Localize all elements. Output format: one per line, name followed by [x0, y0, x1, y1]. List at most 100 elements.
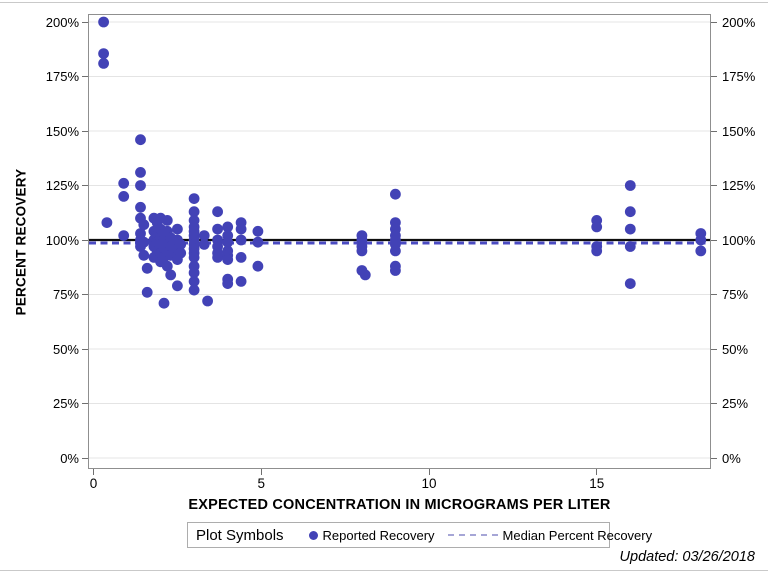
- marker-dot-icon: [308, 530, 318, 540]
- y-tick-label: 100%: [45, 232, 79, 248]
- data-point: [135, 201, 146, 213]
- y-tick-label: 25%: [722, 396, 749, 411]
- data-point: [98, 48, 109, 59]
- x-tick: [428, 469, 430, 475]
- data-point: [235, 223, 247, 235]
- y-tick: [82, 294, 88, 295]
- y-tick-label: 50%: [722, 341, 749, 357]
- data-point: [98, 58, 109, 69]
- data-point: [138, 236, 150, 248]
- y-tick-label: 50%: [52, 341, 79, 357]
- data-point: [695, 245, 707, 257]
- data-point: [101, 217, 113, 229]
- y-tick: [82, 130, 88, 132]
- data-point: [252, 225, 264, 237]
- data-point: [138, 249, 150, 261]
- y-tick-label: 0%: [60, 450, 79, 466]
- data-point: [161, 215, 173, 226]
- x-axis-title: EXPECTED CONCENTRATION IN MICROGRAMS PER…: [188, 497, 611, 513]
- x-tick: [596, 469, 598, 475]
- y-tick-label: 125%: [45, 178, 79, 193]
- data-point: [198, 230, 210, 242]
- data-point: [222, 278, 234, 289]
- data-point: [235, 276, 247, 287]
- data-point: [202, 295, 213, 307]
- data-point: [188, 193, 200, 205]
- dashed-line-icon: [447, 534, 498, 536]
- data-point: [188, 206, 200, 218]
- data-point: [161, 260, 173, 272]
- y-tick-label: 150%: [722, 123, 756, 139]
- data-point: [212, 252, 223, 263]
- data-point: [252, 260, 264, 272]
- data-point: [188, 276, 200, 287]
- legend-entry-median-recovery: Median Percent Recovery: [435, 528, 652, 543]
- data-point: [172, 280, 183, 292]
- data-point: [624, 180, 636, 191]
- data-point: [390, 265, 401, 276]
- y-tick-label: 200%: [722, 14, 756, 30]
- data-point: [624, 223, 636, 235]
- data-point: [235, 252, 247, 263]
- data-point: [138, 219, 150, 231]
- y-tick-label: 25%: [52, 396, 79, 411]
- legend-entry-label: Reported Recovery: [322, 527, 435, 543]
- data-point: [135, 180, 146, 191]
- data-point: [118, 230, 130, 242]
- data-point: [624, 241, 636, 252]
- plot-legend: Plot Symbols Reported Recovery Median Pe…: [187, 522, 652, 548]
- data-point: [135, 167, 146, 178]
- y-tick: [711, 185, 717, 186]
- data-point: [212, 223, 223, 235]
- y-tick-label: 175%: [722, 69, 756, 84]
- x-tick-label: 15: [589, 476, 605, 491]
- page-bottom-border: [0, 570, 768, 571]
- y-tick: [711, 239, 717, 241]
- y-tick: [711, 294, 717, 295]
- data-point: [222, 221, 234, 233]
- y-tick: [82, 76, 88, 77]
- y-tick: [711, 348, 717, 350]
- data-point: [591, 245, 603, 257]
- data-point: [198, 239, 210, 250]
- x-tick: [260, 469, 262, 475]
- data-point: [172, 223, 183, 235]
- y-axis-title: PERCENT RECOVERY: [13, 168, 29, 316]
- y-tick-label: 75%: [722, 287, 749, 302]
- data-point: [222, 254, 234, 265]
- legend-title: Plot Symbols: [196, 526, 284, 544]
- data-point: [188, 252, 200, 263]
- scatter-plot-canvas: [89, 16, 710, 459]
- data-point: [118, 191, 130, 202]
- data-point: [591, 221, 603, 233]
- data-point: [390, 245, 401, 257]
- data-point: [188, 267, 200, 279]
- data-point: [141, 286, 153, 298]
- data-point: [235, 234, 247, 246]
- y-tick-label: 0%: [722, 450, 741, 466]
- y-tick: [711, 21, 717, 23]
- y-tick: [711, 403, 717, 404]
- y-tick-label: 100%: [722, 232, 756, 248]
- data-point: [624, 206, 636, 218]
- plot-area: [88, 14, 711, 469]
- legend-entry-reported-recovery: Reported Recovery: [284, 528, 435, 543]
- data-point: [158, 297, 170, 309]
- data-point: [175, 239, 187, 250]
- y-tick: [711, 130, 717, 132]
- y-tick: [82, 21, 88, 23]
- x-tick: [93, 469, 94, 475]
- y-tick-label: 175%: [45, 69, 79, 84]
- data-point: [135, 134, 146, 146]
- y-tick-label: 125%: [722, 178, 756, 193]
- data-point: [695, 234, 707, 246]
- data-point: [222, 236, 234, 248]
- data-point: [165, 269, 177, 281]
- data-point: [390, 188, 401, 200]
- y-tick: [82, 185, 88, 186]
- data-point: [212, 206, 223, 218]
- x-tick-label: 10: [421, 476, 437, 491]
- data-point: [359, 269, 371, 281]
- page-top-border: [0, 2, 768, 3]
